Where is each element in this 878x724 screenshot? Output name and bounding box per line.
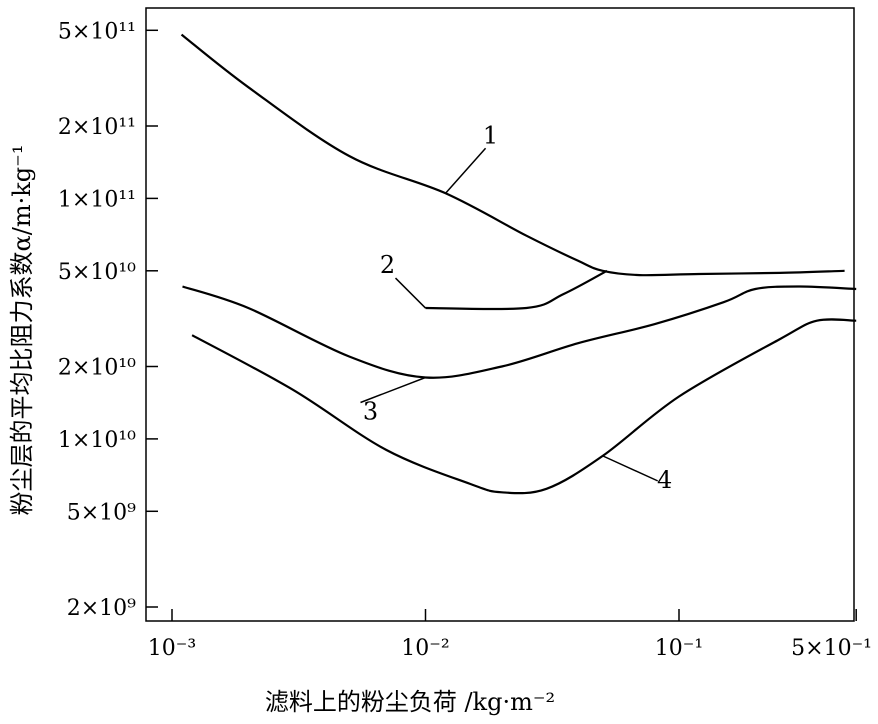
y-tick-label: 5×10¹¹ (58, 19, 136, 44)
y-tick-label: 2×10¹¹ (58, 115, 136, 140)
series-2-label: 2 (380, 251, 395, 279)
y-tick-label: 5×10¹⁰ (58, 260, 136, 285)
x-tick-label: 10⁻³ (148, 636, 196, 661)
series-3-leader (360, 376, 426, 404)
series-1-leader (445, 147, 487, 194)
y-tick-label: 5×10⁹ (67, 500, 136, 525)
y-tick-label: 2×10⁹ (67, 596, 136, 621)
series-4-label: 4 (657, 466, 672, 494)
series-2-line (425, 269, 608, 311)
x-tick-label: 5×10⁻¹ (791, 636, 872, 661)
series-1-line (180, 33, 845, 277)
series-2-leader (394, 277, 427, 309)
series-3-line (182, 285, 857, 379)
y-axis-title: 粉尘层的平均比阻力系数α/m·kg⁻¹ (8, 145, 36, 516)
series-4-leader (602, 455, 658, 482)
plot-frame (145, 7, 855, 622)
series-3-label: 3 (363, 398, 378, 426)
series-4-line (191, 318, 857, 495)
x-axis-title: 滤料上的粉尘负荷 /kg·m⁻² (265, 688, 555, 716)
y-tick-label: 2×10¹⁰ (58, 356, 136, 381)
y-tick-label: 1×10¹¹ (58, 187, 136, 212)
x-tick-label: 10⁻² (401, 636, 449, 661)
series-1-label: 1 (483, 121, 498, 149)
y-tick-label: 1×10¹⁰ (58, 428, 136, 453)
x-tick-label: 10⁻¹ (655, 636, 703, 661)
